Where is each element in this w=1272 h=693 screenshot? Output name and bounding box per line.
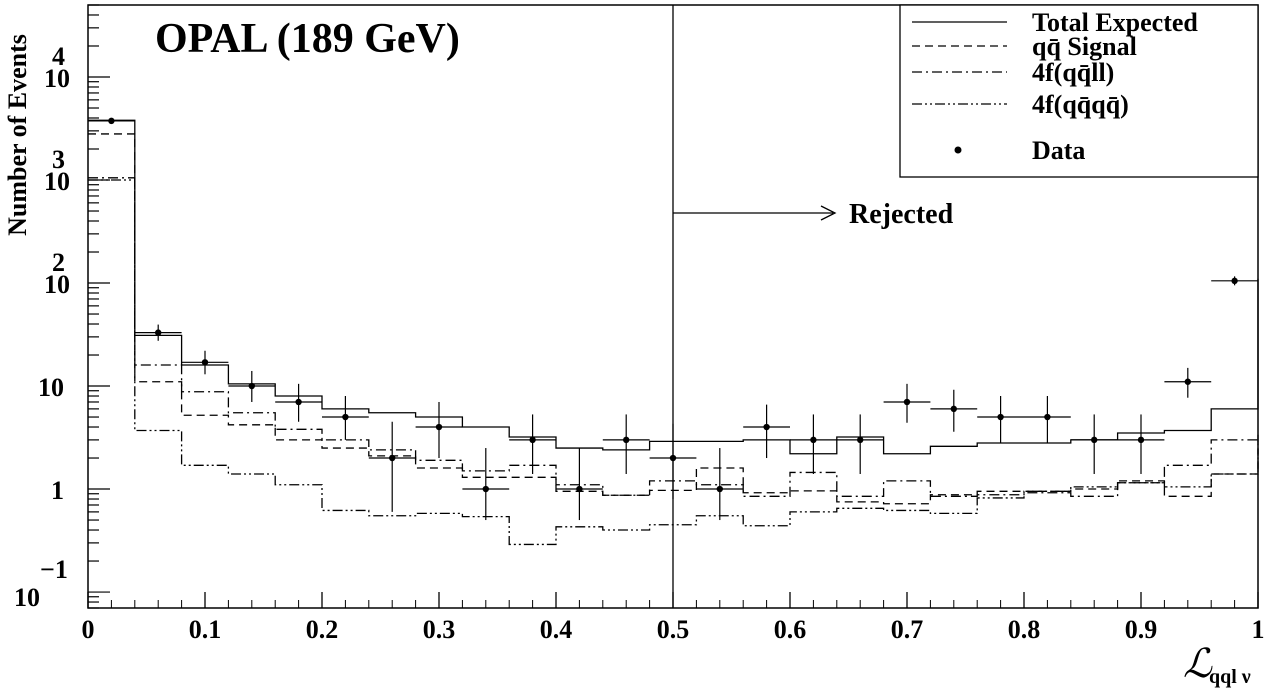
data-point [435, 423, 443, 431]
data-point [529, 436, 536, 444]
legend-label-3: 4f(qq̄ll) [1032, 58, 1114, 87]
y-tick-exponent: 3 [52, 145, 65, 174]
y-tick-label: 103 [44, 145, 70, 196]
y-tick-exponent: −1 [40, 555, 68, 584]
y-tick-label: 104 [44, 42, 70, 93]
x-tick-label: 0.6 [774, 615, 807, 644]
y-tick-label: 1 [51, 476, 64, 505]
legend-label-2: qq̄ Signal [1032, 32, 1137, 61]
data-point [342, 413, 349, 421]
x-axis-label-symbol: ℒ [1183, 641, 1213, 686]
data-point [389, 454, 396, 462]
x-tick-label: 0.1 [189, 615, 222, 644]
data-point [576, 485, 583, 493]
y-tick-exponent: 4 [52, 42, 65, 71]
data-point [623, 436, 630, 444]
data-point [108, 117, 115, 125]
x-tick-label: 0.7 [891, 615, 924, 644]
y-tick-base: 10 [44, 167, 70, 196]
data-point [857, 436, 864, 444]
y-tick-label: 102 [44, 248, 70, 299]
data-point [1184, 378, 1192, 385]
x-tick-label: 0.4 [540, 615, 573, 644]
rejected-label: Rejected [849, 199, 954, 230]
x-tick-label: 0.3 [423, 615, 456, 644]
y-axis-label: Number of Events [3, 34, 32, 236]
data-point [295, 398, 302, 406]
data-point [201, 359, 209, 366]
legend-label-1: Total Expected [1032, 8, 1198, 37]
y-tick-base: 10 [38, 373, 64, 402]
data-point [1091, 436, 1098, 444]
data-point [1044, 413, 1051, 421]
x-tick-label: 0.5 [657, 615, 690, 644]
x-tick-label: 1 [1252, 615, 1265, 644]
legend-label-4: 4f(qq̄qq̄) [1032, 90, 1129, 119]
data-point [903, 398, 911, 406]
y-tick-base: 10 [14, 583, 40, 612]
series-line-4 [88, 179, 1259, 546]
chart-title: OPAL (189 GeV) [155, 16, 460, 62]
data-point [669, 454, 677, 462]
data-point [950, 405, 957, 413]
data-point [248, 382, 255, 390]
data-point [716, 485, 723, 493]
series-line-3 [88, 177, 1259, 497]
data-point [1137, 436, 1145, 444]
y-tick-base: 10 [44, 270, 70, 299]
x-tick-label: 0.2 [306, 615, 339, 644]
data-point [997, 413, 1004, 421]
y-tick-base: 1 [51, 476, 64, 505]
data-point [482, 485, 489, 493]
data-point [1231, 277, 1238, 285]
y-tick-base: 10 [44, 64, 70, 93]
rejected-arrow-head [820, 205, 837, 221]
legend-label-5: Data [1032, 136, 1085, 165]
data-point [763, 423, 770, 431]
y-tick-label: 10 [38, 373, 64, 402]
y-tick-label: 10−1 [14, 555, 68, 612]
x-tick-label: 0.8 [1008, 615, 1041, 644]
x-tick-label: 0 [82, 615, 95, 644]
x-axis-label-subscript: qql ν [1209, 666, 1251, 688]
x-tick-label: 0.9 [1125, 615, 1158, 644]
legend-marker-data [954, 146, 962, 154]
data-point [810, 436, 817, 444]
data-point [155, 329, 162, 336]
y-tick-exponent: 2 [52, 248, 65, 277]
